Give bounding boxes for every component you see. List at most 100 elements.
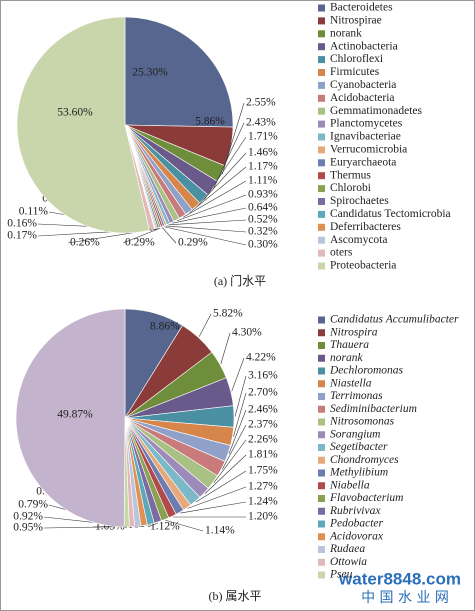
leader-line xyxy=(166,225,247,233)
legend-label: Planctomycetes xyxy=(330,118,403,130)
legend-label: Deferribacteres xyxy=(330,221,401,233)
leader-line xyxy=(222,424,247,470)
legend-swatch xyxy=(318,520,325,528)
legend-swatch xyxy=(318,546,325,553)
legend-swatch xyxy=(318,198,325,205)
leader-line xyxy=(195,470,247,503)
legend-swatch xyxy=(318,4,325,12)
data-label: 0.16% xyxy=(7,218,37,230)
legend-swatch xyxy=(318,444,325,451)
legend-label: Euryarchaeota xyxy=(330,156,396,168)
legend-swatch xyxy=(318,56,325,64)
legend-label: norank xyxy=(330,352,363,364)
leader-line xyxy=(176,194,247,222)
legend-swatch xyxy=(318,146,325,154)
data-label: 1.14% xyxy=(205,525,235,537)
data-label: 2.55% xyxy=(246,97,276,109)
leader-line xyxy=(189,166,247,214)
leader-line xyxy=(172,207,247,224)
data-label: 2.37% xyxy=(248,419,278,431)
caption: (b) 属水平 xyxy=(209,589,262,603)
legend-label: Gemmatimonadetes xyxy=(330,105,422,117)
data-label: 0.32% xyxy=(248,226,278,238)
legend-swatch xyxy=(318,405,325,413)
legend-swatch xyxy=(318,185,325,193)
watermark: water8848.com xyxy=(338,569,461,588)
data-label: 5.86% xyxy=(195,116,225,128)
legend-label: Rubrivivax xyxy=(329,505,381,517)
data-label: 2.46% xyxy=(248,404,278,416)
legend-swatch xyxy=(318,354,325,362)
legend-swatch xyxy=(318,393,325,400)
caption: (a) 门水平 xyxy=(214,273,266,288)
legend-label: Flavobacterium xyxy=(329,492,403,504)
data-label: 1.20% xyxy=(248,511,278,523)
legend-label: Acidovorax xyxy=(329,530,384,542)
leader-line xyxy=(231,357,245,392)
watermark-sub: 中 国 水 业 网 xyxy=(361,590,449,606)
legend-swatch xyxy=(318,17,325,25)
legend-label: oters xyxy=(330,247,353,259)
legend-label: Pseu xyxy=(329,569,353,581)
data-label: 2.70% xyxy=(248,387,278,399)
legend-label: Cyanobacteria xyxy=(330,79,396,91)
legend-swatch xyxy=(318,94,325,102)
legend-swatch xyxy=(318,495,325,502)
legend-label: Candidatus Tectomicrobia xyxy=(330,208,451,220)
legend-swatch xyxy=(318,342,325,349)
data-label: 1.75% xyxy=(248,465,278,477)
legend-label: Niastella xyxy=(329,377,372,389)
data-label: 0.26% xyxy=(70,237,100,249)
data-label: 1.12% xyxy=(150,521,180,533)
pie-slice xyxy=(15,308,126,528)
legend-swatch xyxy=(318,469,325,477)
data-label: 1.71% xyxy=(248,131,278,143)
legend-label: norank xyxy=(330,27,362,39)
legend-swatch xyxy=(318,262,325,270)
data-label: 1.11% xyxy=(248,175,278,187)
leader-line xyxy=(122,227,161,244)
legend-label: Chlorobi xyxy=(330,182,371,194)
data-label: 0.17% xyxy=(7,230,37,242)
leader-line xyxy=(213,122,245,189)
legend-label: Chondromyces xyxy=(330,454,399,466)
legend-swatch xyxy=(318,30,325,38)
legend-swatch xyxy=(318,367,325,375)
legend-label: Chloroflexi xyxy=(330,53,383,65)
legend-swatch xyxy=(318,210,325,218)
legend-swatch xyxy=(318,431,325,439)
data-label: 1.81% xyxy=(248,449,278,461)
data-label: 0.79% xyxy=(18,499,48,511)
leader-line xyxy=(164,226,247,246)
legend-label: Thauera xyxy=(330,339,369,351)
legend-label: Spirochaetes xyxy=(330,195,389,207)
pie-slice xyxy=(16,16,150,234)
legend-swatch xyxy=(318,507,325,515)
leader-line xyxy=(168,219,247,226)
data-label: 2.43% xyxy=(246,117,276,129)
data-label: 4.30% xyxy=(232,327,262,339)
data-label: 0.93% xyxy=(248,189,278,201)
legend-swatch xyxy=(318,159,325,167)
data-label: 0.92% xyxy=(13,511,43,523)
legend-label: Sediminibacterium xyxy=(330,403,417,415)
legend-swatch xyxy=(318,533,325,541)
leader-line xyxy=(161,227,177,244)
leader-line xyxy=(198,313,212,337)
data-label: 2.26% xyxy=(248,434,278,446)
data-label: 53.60% xyxy=(57,107,93,119)
legend-swatch xyxy=(318,329,325,337)
legend-label: Nitrospirae xyxy=(330,15,382,27)
leader-line xyxy=(204,454,247,494)
data-label: 0.95% xyxy=(13,522,43,534)
legend-label: Nitrospira xyxy=(329,326,378,338)
data-label: 0.11% xyxy=(19,206,49,218)
legend-label: Sorangium xyxy=(330,428,380,440)
legend-swatch xyxy=(318,69,325,76)
legend-label: Methylibium xyxy=(329,467,388,479)
legend-swatch xyxy=(318,133,325,141)
legend-label: Bacteroidetes xyxy=(330,2,393,14)
legend-label: Candidatus Accumulibacter xyxy=(330,314,459,326)
legend-label: Pedobacter xyxy=(329,518,384,530)
